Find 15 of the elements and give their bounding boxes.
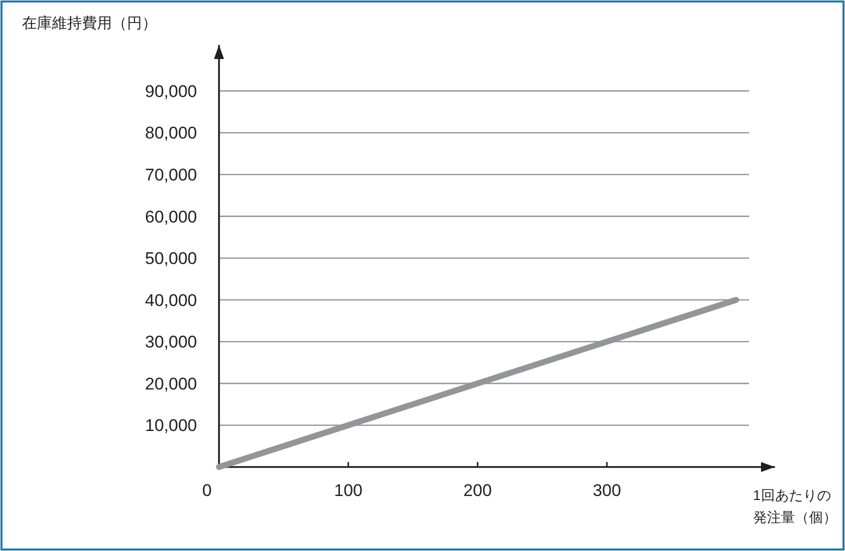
y-tick-label: 10,000: [145, 416, 197, 436]
y-tick-label: 90,000: [145, 82, 197, 101]
y-tick-label: 20,000: [145, 374, 197, 394]
y-tick-label: 40,000: [145, 290, 197, 310]
y-tick-label: 70,000: [145, 166, 197, 185]
y-tick-label: 80,000: [145, 124, 197, 143]
x-tick-label: 100: [334, 481, 362, 500]
y-tick-label: 30,000: [145, 332, 197, 352]
x-tick-label: 200: [463, 481, 492, 500]
x-tick-label: 300: [592, 481, 622, 500]
y-tick-label: 50,000: [145, 249, 197, 268]
x-tick-label: 0: [202, 481, 212, 500]
y-tick-label: 60,000: [145, 207, 197, 226]
y-axis-title: 在庫維持費用（円）: [22, 14, 157, 34]
x-axis-title: 1回あたりの発注量（個）: [753, 486, 838, 527]
